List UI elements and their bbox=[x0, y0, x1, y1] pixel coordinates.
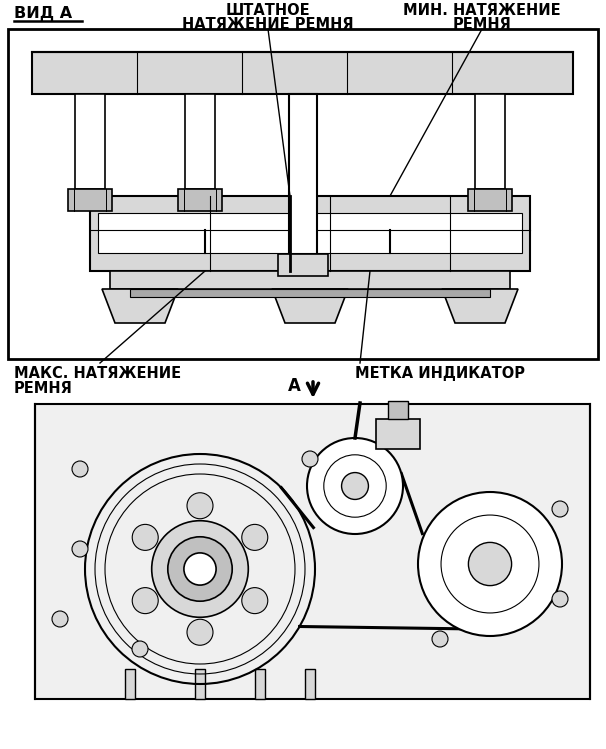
Bar bbox=[388, 401, 408, 419]
Circle shape bbox=[72, 541, 88, 557]
Circle shape bbox=[552, 501, 568, 517]
Circle shape bbox=[152, 521, 248, 617]
Circle shape bbox=[302, 451, 318, 467]
Circle shape bbox=[132, 524, 158, 551]
Circle shape bbox=[418, 492, 562, 636]
Bar bbox=[125, 669, 135, 699]
Bar bbox=[75, 94, 105, 189]
Text: А: А bbox=[288, 377, 301, 395]
Bar bbox=[376, 419, 420, 449]
Circle shape bbox=[342, 473, 368, 500]
Polygon shape bbox=[442, 289, 518, 323]
Circle shape bbox=[552, 591, 568, 607]
Circle shape bbox=[187, 619, 213, 645]
Circle shape bbox=[432, 631, 448, 647]
Circle shape bbox=[307, 438, 403, 534]
Bar bbox=[0, 404, 606, 749]
Polygon shape bbox=[272, 289, 348, 323]
Bar bbox=[195, 669, 205, 699]
Bar bbox=[68, 189, 112, 211]
Bar bbox=[305, 669, 315, 699]
Bar bbox=[110, 271, 510, 289]
Bar bbox=[278, 254, 328, 276]
Bar bbox=[8, 29, 598, 359]
Bar bbox=[289, 94, 317, 254]
Circle shape bbox=[72, 461, 88, 477]
Bar bbox=[98, 213, 522, 253]
Circle shape bbox=[187, 493, 213, 519]
Text: РЕМНЯ: РЕМНЯ bbox=[14, 381, 73, 396]
Polygon shape bbox=[102, 289, 178, 323]
Circle shape bbox=[242, 524, 268, 551]
Bar bbox=[185, 94, 215, 189]
Bar bbox=[255, 669, 265, 699]
Text: НАТЯЖЕНИЕ РЕМНЯ: НАТЯЖЕНИЕ РЕМНЯ bbox=[182, 17, 354, 32]
Circle shape bbox=[468, 542, 511, 586]
Circle shape bbox=[242, 588, 268, 613]
Text: ВИД А: ВИД А bbox=[14, 6, 72, 21]
Circle shape bbox=[184, 553, 216, 585]
Bar bbox=[130, 289, 490, 297]
Circle shape bbox=[168, 537, 232, 601]
Text: ШТАТНОЕ: ШТАТНОЕ bbox=[225, 3, 310, 18]
Bar bbox=[178, 189, 222, 211]
Bar bbox=[90, 196, 530, 271]
Text: МЕТКА ИНДИКАТОР: МЕТКА ИНДИКАТОР bbox=[355, 366, 525, 381]
Circle shape bbox=[132, 588, 158, 613]
Bar bbox=[32, 52, 573, 94]
Bar bbox=[475, 94, 505, 189]
Bar bbox=[35, 404, 590, 699]
Circle shape bbox=[132, 641, 148, 657]
Bar bbox=[468, 189, 512, 211]
Text: МИН. НАТЯЖЕНИЕ: МИН. НАТЯЖЕНИЕ bbox=[403, 3, 561, 18]
Text: РЕМНЯ: РЕМНЯ bbox=[453, 17, 511, 32]
Text: МАКС. НАТЯЖЕНИЕ: МАКС. НАТЯЖЕНИЕ bbox=[14, 366, 181, 381]
Circle shape bbox=[52, 611, 68, 627]
